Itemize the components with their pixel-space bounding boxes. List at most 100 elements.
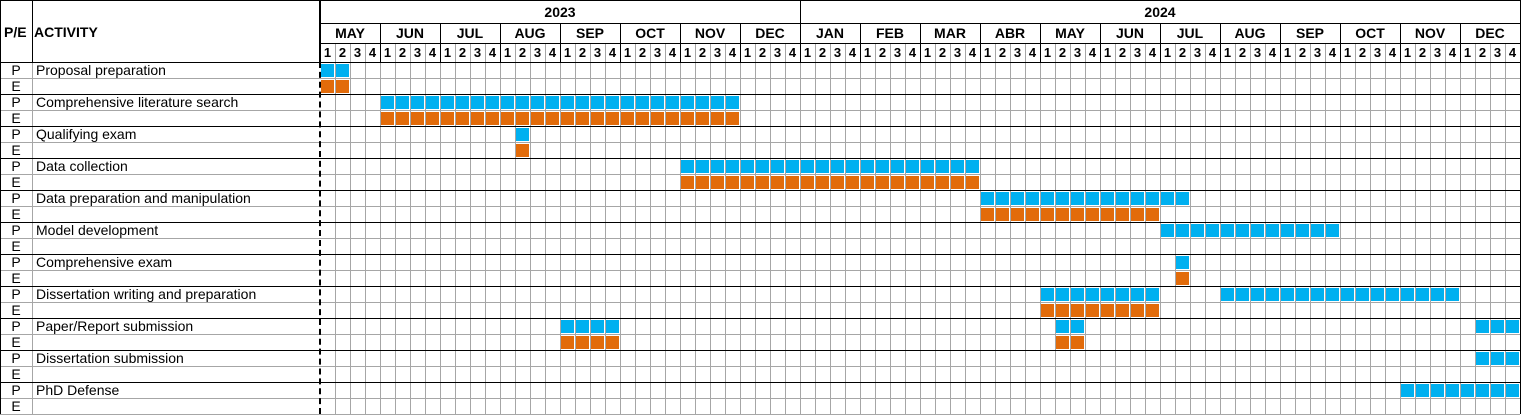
week-number: 2 (1238, 45, 1247, 60)
grid-week-line (1055, 43, 1056, 414)
planned-bar-cell (410, 95, 425, 110)
grid-week-line (785, 43, 786, 414)
planned-bar-cell (545, 95, 560, 110)
border-left (0, 0, 1, 414)
grid-week-line (500, 43, 501, 414)
planned-bar-cell (1310, 287, 1325, 302)
executed-bar-cell (1130, 207, 1145, 222)
executed-bar-cell (470, 111, 485, 126)
border-right (1520, 0, 1521, 414)
executed-bar-cell (395, 111, 410, 126)
grid-week-line (875, 43, 876, 414)
week-number: 2 (518, 45, 527, 60)
month-header: FEB (876, 25, 904, 41)
week-number: 1 (683, 45, 692, 60)
planned-bar-cell (1250, 287, 1265, 302)
planned-bar-cell (1130, 287, 1145, 302)
planned-bar-cell (1295, 223, 1310, 238)
executed-bar-cell (410, 111, 425, 126)
planned-bar-cell (680, 95, 695, 110)
week-number: 3 (953, 45, 962, 60)
planned-bar-cell (1055, 191, 1070, 206)
week-number: 4 (368, 45, 377, 60)
border-activity-divider (0, 318, 1521, 319)
planned-bar-cell (1040, 191, 1055, 206)
planned-bar-cell (1490, 351, 1505, 366)
executed-bar-cell (950, 175, 965, 190)
timeline-dashed-separator (319, 62, 321, 414)
executed-bar-cell (830, 175, 845, 190)
week-number: 2 (1178, 45, 1187, 60)
planned-bar-cell (830, 159, 845, 174)
planned-bar-cell (905, 159, 920, 174)
week-number: 4 (728, 45, 737, 60)
grid-week-line (350, 43, 351, 414)
row-code-executed: E (11, 302, 21, 318)
executed-bar-cell (1040, 303, 1055, 318)
planned-bar-cell (1400, 383, 1415, 398)
grid-row-line (0, 110, 1520, 111)
border-activity-divider (0, 222, 1521, 223)
border-month-divider (860, 23, 861, 62)
week-number: 2 (398, 45, 407, 60)
week-number: 3 (1193, 45, 1202, 60)
executed-bar-cell (545, 111, 560, 126)
border-activity-divider (0, 190, 1521, 191)
grid-week-line (1190, 43, 1191, 414)
executed-bar-cell (845, 175, 860, 190)
month-header: JAN (815, 25, 844, 41)
grid-week-line (515, 43, 516, 414)
executed-bar-cell (680, 175, 695, 190)
planned-bar-cell (1055, 287, 1070, 302)
week-number: 1 (323, 45, 332, 60)
activity-name: Comprehensive literature search (36, 94, 239, 110)
activity-name: Data collection (36, 158, 128, 174)
executed-bar-cell (590, 111, 605, 126)
border-year-divider (800, 1, 801, 23)
grid-row-line (0, 142, 1520, 143)
grid-week-line (1070, 43, 1071, 414)
week-number: 2 (638, 45, 647, 60)
executed-bar-cell (620, 111, 635, 126)
week-number: 2 (1418, 45, 1427, 60)
month-header: OCT (1355, 25, 1385, 41)
executed-bar-cell (425, 111, 440, 126)
planned-bar-cell (1490, 319, 1505, 334)
executed-bar-cell (575, 111, 590, 126)
executed-bar-cell (1010, 207, 1025, 222)
week-number: 3 (353, 45, 362, 60)
grid-row-line (0, 78, 1520, 79)
grid-week-line (635, 43, 636, 414)
border-month-divider (1460, 23, 1461, 62)
week-number: 4 (428, 45, 437, 60)
grid-week-line (935, 43, 936, 414)
executed-bar-cell (515, 143, 530, 158)
grid-week-line (815, 43, 816, 414)
grid-week-line (1160, 43, 1161, 414)
grid-week-line (860, 43, 861, 414)
border-pe-header (32, 0, 33, 62)
planned-bar-cell (875, 159, 890, 174)
planned-bar-cell (1145, 191, 1160, 206)
planned-bar-cell (1430, 287, 1445, 302)
month-header: MAR (934, 25, 966, 41)
grid-week-line (1085, 43, 1086, 414)
planned-bar-cell (1490, 383, 1505, 398)
year-header: 2024 (1144, 4, 1176, 20)
row-code-executed: E (11, 398, 21, 414)
row-code-executed: E (11, 366, 21, 382)
executed-bar-cell (905, 175, 920, 190)
planned-bar-cell (575, 95, 590, 110)
planned-bar-cell (425, 95, 440, 110)
planned-bar-cell (1265, 287, 1280, 302)
row-code-executed: E (11, 238, 21, 254)
border-month-divider (1280, 23, 1281, 62)
executed-bar-cell (815, 175, 830, 190)
grid-week-line (710, 43, 711, 414)
executed-bar-cell (440, 111, 455, 126)
planned-bar-cell (725, 95, 740, 110)
row-code-executed: E (11, 334, 21, 350)
activity-name: Qualifying exam (36, 126, 137, 142)
border-activity-divider (0, 126, 1521, 127)
grid-week-line (995, 43, 996, 414)
